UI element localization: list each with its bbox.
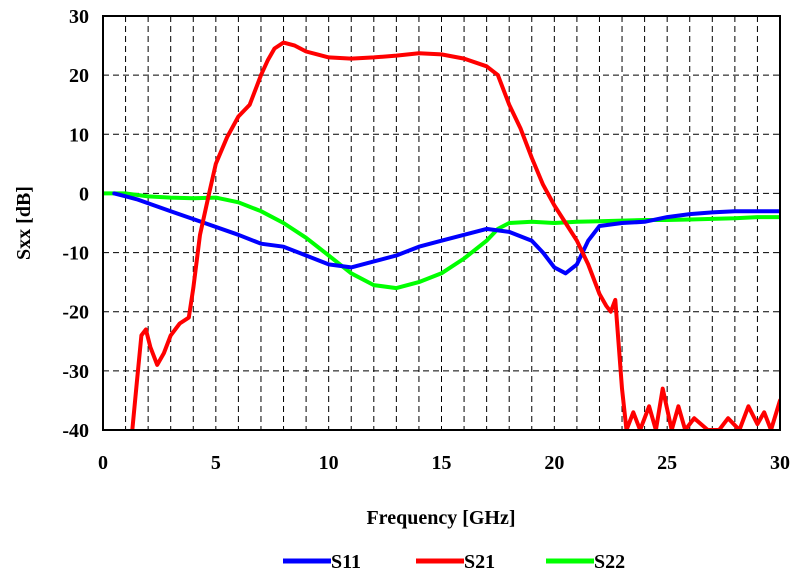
y-tick-label: -10: [62, 243, 89, 265]
x-tick-label: 5: [211, 452, 221, 474]
y-axis-title: Sxx [dB]: [13, 186, 35, 260]
x-tick-label: 30: [770, 452, 790, 474]
legend: S11 S21 S22: [283, 551, 625, 573]
series-line-s22: [103, 191, 780, 291]
x-tick-label: 20: [544, 452, 564, 474]
plot-frame: [102, 15, 781, 431]
y-tick-label: 30: [69, 6, 89, 28]
series-layer: [103, 40, 780, 430]
x-tick-label: 15: [432, 452, 452, 474]
y-tick-labels: 30 20 10 0 -10 -20 -30 -40: [62, 6, 89, 442]
series-line-s11: [112, 191, 780, 276]
y-tick-label: 20: [69, 65, 89, 87]
x-tick-label: 25: [657, 452, 677, 474]
legend-label-s22: S22: [594, 551, 625, 573]
grid: [103, 16, 780, 430]
x-axis-title: Frequency [GHz]: [366, 507, 515, 529]
legend-label-s11: S11: [331, 551, 361, 573]
legend-label-s21: S21: [464, 551, 495, 573]
x-tick-labels: 0 5 10 15 20 25 30: [98, 452, 790, 474]
y-tick-label: 0: [79, 183, 89, 205]
series-line-s21: [130, 40, 780, 430]
y-tick-label: -20: [62, 302, 89, 324]
y-tick-label: -30: [62, 361, 89, 383]
x-tick-label: 10: [319, 452, 339, 474]
y-tick-label: -40: [62, 420, 89, 442]
x-tick-label: 0: [98, 452, 108, 474]
y-tick-label: 10: [69, 124, 89, 146]
